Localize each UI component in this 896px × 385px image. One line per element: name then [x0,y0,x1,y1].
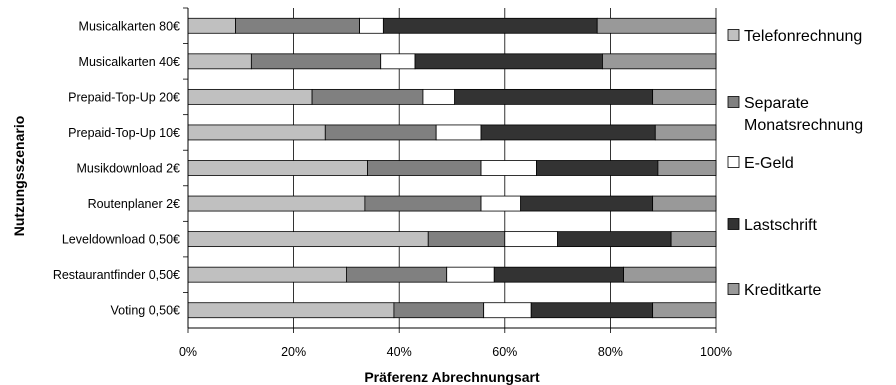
x-tick-label: 80% [598,345,623,359]
bar-segment [324,124,437,141]
bar-segment [596,17,717,34]
bar-segment [393,302,485,319]
y-tick-label: Musicalkarten 80€ [79,19,180,33]
bar-segment [364,195,482,212]
x-tick-labels: 0% 20% 40% 60% 80% 100% [179,328,732,359]
bar-segment [187,124,326,141]
bar-segment [187,231,429,248]
bar-segment [670,231,717,248]
bar-segment [520,195,654,212]
bar-segment [652,302,717,319]
bar-segment [504,231,558,248]
bar-segment [187,88,313,105]
legend-swatch [727,218,740,230]
y-tick-label: Musicalkarten 40€ [79,55,180,69]
x-tick-label: 40% [387,345,412,359]
bar-segment [380,53,416,70]
legend-swatch [727,156,740,168]
x-tick-label: 100% [700,345,732,359]
legend-label: E-Geld [744,155,794,172]
x-tick-label: 20% [281,345,306,359]
legend-swatch [727,283,740,295]
bar-segment [530,302,654,319]
bar-segment [480,160,537,176]
bar-segment [657,160,717,176]
x-tick-label: 0% [179,345,197,359]
y-tick-label: Leveldownload 0,50€ [62,233,180,247]
bar-segment [367,160,482,176]
y-tick-labels: Musicalkarten 80€ Musicalkarten 40€ Prepai… [53,7,188,318]
x-axis-title: Präferenz Abrechnungsart [364,369,540,385]
y-tick-label: Prepaid-Top-Up 20€ [68,90,180,104]
bar-segment [557,231,672,248]
bar-segment [187,17,236,34]
bar-segment [652,195,717,212]
bar-segment [235,17,361,34]
y-tick-label: Restaurantfinder 0,50€ [53,268,180,282]
bars [187,17,717,319]
bar-segment [311,88,424,105]
legend: Telefonrechnung Separate Monatsrechnung E-G… [727,28,863,299]
bar-segment [427,231,506,248]
legend-swatch [727,96,740,108]
bar-segment [382,17,598,34]
bar-segment [414,53,603,70]
legend-label: Telefonrechnung [744,28,862,45]
legend-label: Monatsrechnung [744,117,863,134]
bar-segment [359,17,384,34]
bar-segment [187,195,366,212]
bar-segment [480,195,522,212]
y-tick-label: Routenplaner 2€ [88,197,180,211]
legend-label: Kreditkarte [744,282,821,299]
bar-segment [446,266,495,283]
y-axis-title: Nutzungsszenario [11,116,27,237]
legend-swatch [727,29,740,41]
plot-frame [187,8,716,329]
bar-segment [187,160,368,176]
bar-segment [654,124,717,141]
bar-segment [454,88,654,105]
legend-label: Lastschrift [744,217,817,234]
bar-segment [187,302,395,319]
y-tick-label: Prepaid-Top-Up 10€ [68,126,180,140]
bar-segment [187,266,347,283]
bar-segment [602,53,717,70]
bar-segment [435,124,482,141]
bar-segment [623,266,717,283]
bar-segment [652,88,717,105]
bar-segment [493,266,624,283]
y-tick-label: Musikdownload 2€ [76,162,180,176]
y-tick-label: Voting 0,50€ [110,304,180,318]
bar-segment [483,302,532,319]
bar-segment [345,266,448,283]
x-tick-label: 60% [492,345,517,359]
bar-segment [250,53,382,70]
bar-segment [536,160,659,176]
legend-label: Separate [744,95,809,112]
bar-segment [422,88,456,105]
bar-segment [480,124,656,141]
bar-segment [187,53,252,70]
